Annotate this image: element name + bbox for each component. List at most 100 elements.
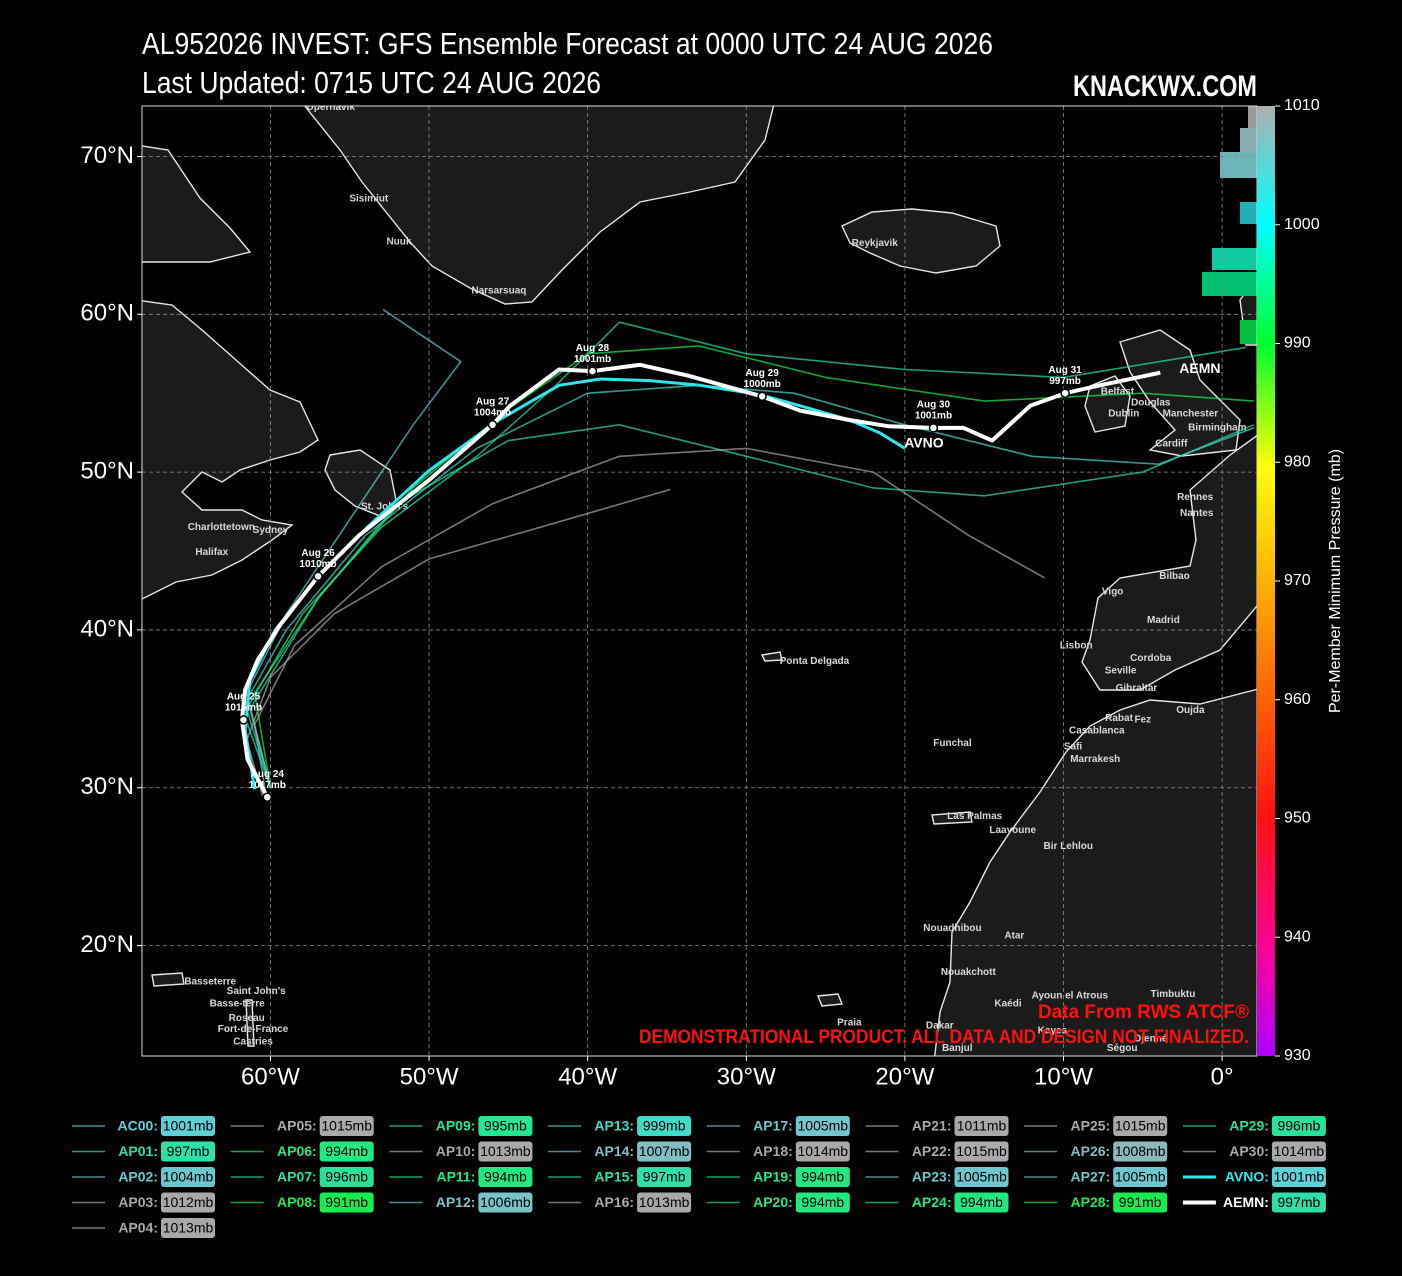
legend-name: AP24: [912,1194,952,1210]
legend-pressure: 999mb [643,1118,686,1134]
legend-pressure: 994mb [960,1194,1003,1210]
place-label: Las Palmas [947,811,1002,822]
legend-name: AP02: [118,1169,158,1185]
place-label: St. John's [361,501,409,512]
legend-badge [1113,1167,1168,1187]
legend-pressure: 994mb [801,1169,844,1185]
y-tick-label: 30°N [80,773,134,800]
legend-name: AP11: [436,1169,475,1185]
hist-bar [1248,106,1257,128]
legend-badge [1271,1192,1326,1213]
place-label: Lisbon [1060,640,1093,651]
map: Upernavik Sisimiut Nuuk Narsarsuaq Reykjavik… [142,106,1257,1056]
legend-pressure: 997mb [167,1143,210,1159]
legend-pressure: 994mb [325,1143,368,1159]
legend-name: AP06: [277,1143,317,1159]
land [142,106,1257,1056]
place-label: Funchal [933,738,972,749]
legend-pressure: 991mb [1119,1194,1162,1210]
legend-badge [319,1141,374,1162]
legend-pressure: 1014mb [798,1143,849,1159]
place-label: Nouadhibou [923,923,981,934]
fix-pressure: 997mb [1049,376,1081,387]
legend-badge [478,1192,533,1213]
x-tick-label: 10°W [1034,1063,1093,1090]
legend-badge [954,1167,1009,1187]
x-tick-label: 50°W [400,1063,459,1090]
legend-name: AP27: [1071,1169,1111,1185]
legend-pressure: 1015mb [1115,1118,1166,1134]
place-label: Timbuktu [1151,989,1196,1000]
track [241,384,1255,788]
colorbar-tick-label: 930 [1284,1047,1311,1064]
fix-date: Aug 24 [251,769,285,780]
place-label: Laayoune [989,825,1036,836]
legend-pressure: 1005mb [956,1169,1007,1185]
places: Upernavik Sisimiut Nuuk Narsarsuaq Reykjavik… [184,106,1246,1054]
fix-date: Aug 25 [227,692,261,703]
place-label: Fez [1134,715,1151,726]
fix-date: Aug 27 [476,396,510,407]
colorbar-tick-label: 980 [1284,453,1311,470]
fix-pressure: 1015mb [225,703,262,714]
fix-pressure: 1001mb [915,411,952,422]
legend-pressure: 1005mb [798,1118,849,1134]
fix-marker [313,571,323,582]
colorbar-tick-label: 1000 [1284,216,1320,233]
place-label: Narsarsuaq [471,285,526,296]
legend-badge [161,1218,215,1238]
place-label: Sydney [253,525,289,536]
place-label: Oujda [1176,705,1205,716]
fix-date: Aug 31 [1048,365,1082,376]
legend-name: AP19: [753,1169,793,1185]
colorbar-ticks: 930 940 950 960 970 980 990 1000 1010 [1275,97,1320,1064]
place-label: Kaédi [994,999,1021,1010]
place-label: Ponta Delgada [780,656,850,667]
place-label: Gibraltar [1116,683,1158,694]
legend-badge [478,1141,533,1162]
legend-pressure: 1004mb [163,1169,214,1185]
legend-pressure: 997mb [643,1169,686,1185]
place-label: Vigo [1102,587,1123,598]
place-label: Casablanca [1069,726,1125,737]
legend-badge [319,1167,374,1187]
colorbar-tick-label: 960 [1284,691,1311,708]
place-label: Belfast [1101,386,1135,397]
fix-date: Aug 30 [917,400,951,411]
place-label: Fort-de-France [218,1024,289,1035]
legend-name: AP07: [277,1169,317,1185]
y-tick-label: 40°N [80,615,134,642]
legend-pressure: 1001mb [163,1118,214,1134]
place-label: Bilbao [1159,571,1190,582]
legend-badge [954,1116,1009,1136]
legend-pressure: 996mb [325,1169,368,1185]
legend-name: AP14: [594,1143,634,1159]
y-tick-label: 70°N [80,142,134,169]
place-label: Kayes [1038,1025,1068,1036]
brand: KNACKWX.COM [1073,70,1257,103]
africa [934,688,1257,1056]
disclaimer: DEMONSTRATIONAL PRODUCT. ALL DATA AND DE… [639,1027,1249,1048]
colorbar-tick-label: 940 [1284,928,1311,945]
colorbar-tick-label: 950 [1284,810,1311,827]
place-label: Rabat [1105,713,1133,724]
legend-badge [637,1167,692,1187]
legend-name: AP22: [912,1143,952,1159]
axis-ticks: 60°W 50°W 40°W 30°W 20°W 10°W 0° 20°N 30°N 40°N 50… [80,142,1233,1091]
legend-badge [795,1116,850,1136]
colorbar-label: Per-Member Minimum Pressure (mb) [1327,449,1344,713]
legend-name: AP05: [277,1118,317,1134]
hist-bar [1212,248,1257,270]
legend-name: AP04: [118,1220,158,1236]
legend-name: AP23: [912,1169,952,1185]
baffin [142,145,252,263]
place-label: Rennes [1177,492,1214,503]
histogram [1202,106,1257,344]
legend-badge [319,1116,374,1136]
lesser-antilles [245,999,255,1047]
legend-pressure: 995mb [484,1118,527,1134]
track-label: AEMN [1179,360,1220,376]
legend-name: AP29: [1229,1118,1269,1134]
place-label: Nuuk [386,236,411,247]
